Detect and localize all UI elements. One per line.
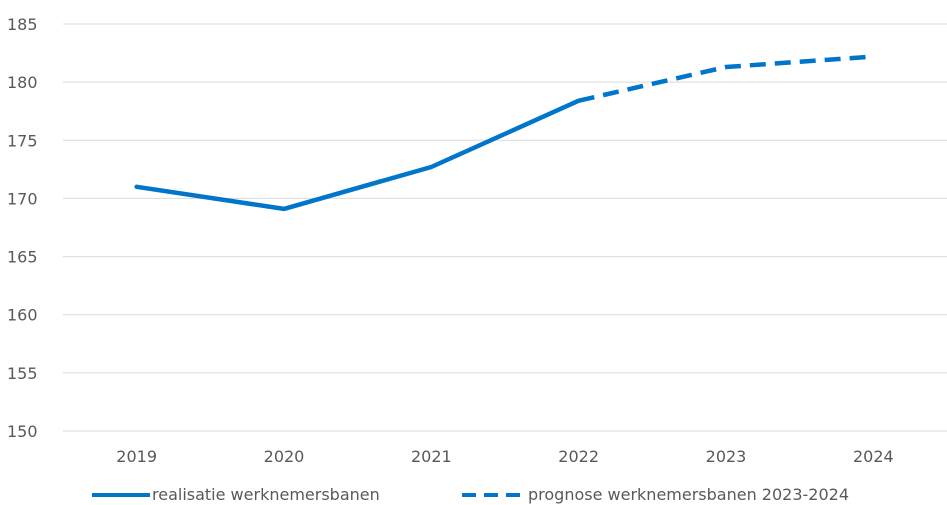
y-tick-label: 150 bbox=[7, 422, 38, 441]
series-lines bbox=[134, 54, 874, 212]
x-tick-label: 2021 bbox=[411, 447, 452, 466]
x-tick-label: 2024 bbox=[853, 447, 894, 466]
x-axis-ticks: 2019 2020 2021 2022 2023 2024 bbox=[116, 447, 893, 466]
series-line-prognose bbox=[578, 54, 874, 103]
legend-label-realisatie: realisatie werknemersbanen bbox=[152, 485, 380, 504]
legend-label-prognose: prognose werknemersbanen 2023-2024 bbox=[528, 485, 850, 504]
x-tick-label: 2023 bbox=[706, 447, 747, 466]
y-tick-label: 165 bbox=[7, 248, 38, 267]
y-tick-label: 185 bbox=[7, 15, 38, 34]
x-tick-label: 2020 bbox=[264, 447, 305, 466]
legend-swatch-dashed bbox=[462, 492, 520, 497]
gridlines bbox=[63, 23, 947, 432]
series-line-realisatie bbox=[134, 98, 581, 212]
x-tick-label: 2019 bbox=[116, 447, 157, 466]
x-tick-label: 2022 bbox=[558, 447, 599, 466]
y-tick-label: 155 bbox=[7, 364, 38, 383]
y-tick-label: 170 bbox=[7, 189, 38, 208]
legend: realisatie werknemersbanen prognose werk… bbox=[0, 484, 947, 505]
y-tick-label: 180 bbox=[7, 73, 38, 92]
y-axis-ticks: 150 155 160 165 170 175 180 185 bbox=[7, 15, 38, 441]
legend-item-prognose: prognose werknemersbanen 2023-2024 bbox=[462, 484, 849, 505]
legend-swatch-solid bbox=[92, 492, 150, 497]
y-tick-label: 160 bbox=[7, 306, 38, 325]
legend-item-realisatie: realisatie werknemersbanen bbox=[92, 484, 380, 505]
y-tick-label: 175 bbox=[7, 131, 38, 150]
